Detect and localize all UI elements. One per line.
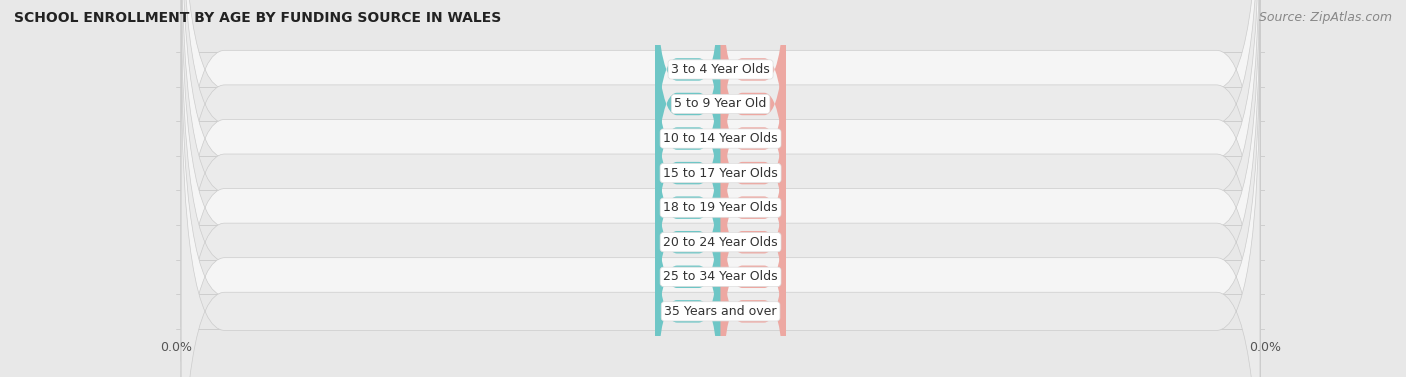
Text: 0.0%: 0.0% [672,133,703,144]
Text: 25 to 34 Year Olds: 25 to 34 Year Olds [664,270,778,283]
Text: 15 to 17 Year Olds: 15 to 17 Year Olds [664,167,778,179]
FancyBboxPatch shape [721,81,786,335]
FancyBboxPatch shape [721,0,786,196]
Text: 35 Years and over: 35 Years and over [664,305,778,318]
FancyBboxPatch shape [655,115,721,369]
Text: 0.0%: 0.0% [738,64,769,74]
FancyBboxPatch shape [721,115,786,369]
Text: 0.0%: 0.0% [672,203,703,213]
FancyBboxPatch shape [181,0,1260,377]
Text: 0.0%: 0.0% [672,272,703,282]
FancyBboxPatch shape [655,150,721,377]
FancyBboxPatch shape [655,184,721,377]
Text: 0.0%: 0.0% [672,307,703,316]
Text: 20 to 24 Year Olds: 20 to 24 Year Olds [664,236,778,249]
Text: SCHOOL ENROLLMENT BY AGE BY FUNDING SOURCE IN WALES: SCHOOL ENROLLMENT BY AGE BY FUNDING SOUR… [14,11,502,25]
FancyBboxPatch shape [721,12,786,265]
FancyBboxPatch shape [181,0,1260,377]
Text: 0.0%: 0.0% [738,272,769,282]
Text: 0.0%: 0.0% [672,168,703,178]
FancyBboxPatch shape [181,0,1260,377]
Text: Source: ZipAtlas.com: Source: ZipAtlas.com [1258,11,1392,24]
FancyBboxPatch shape [181,54,1260,377]
FancyBboxPatch shape [721,184,786,377]
Text: 0.0%: 0.0% [672,99,703,109]
Text: 0.0%: 0.0% [738,133,769,144]
FancyBboxPatch shape [721,46,786,300]
Text: 0.0%: 0.0% [738,168,769,178]
Text: 0.0%: 0.0% [738,237,769,247]
Text: 0.0%: 0.0% [738,307,769,316]
Text: 0.0%: 0.0% [738,203,769,213]
FancyBboxPatch shape [655,12,721,265]
Text: 0.0%: 0.0% [738,99,769,109]
FancyBboxPatch shape [181,0,1260,327]
FancyBboxPatch shape [181,0,1260,362]
Text: 10 to 14 Year Olds: 10 to 14 Year Olds [664,132,778,145]
FancyBboxPatch shape [721,0,786,231]
FancyBboxPatch shape [721,150,786,377]
FancyBboxPatch shape [655,46,721,300]
FancyBboxPatch shape [655,0,721,196]
Text: 0.0%: 0.0% [672,64,703,74]
FancyBboxPatch shape [655,81,721,335]
FancyBboxPatch shape [181,0,1260,377]
Text: 0.0%: 0.0% [672,237,703,247]
Text: 3 to 4 Year Olds: 3 to 4 Year Olds [671,63,770,76]
FancyBboxPatch shape [655,0,721,231]
Text: 18 to 19 Year Olds: 18 to 19 Year Olds [664,201,778,214]
FancyBboxPatch shape [181,19,1260,377]
Text: 5 to 9 Year Old: 5 to 9 Year Old [675,98,766,110]
